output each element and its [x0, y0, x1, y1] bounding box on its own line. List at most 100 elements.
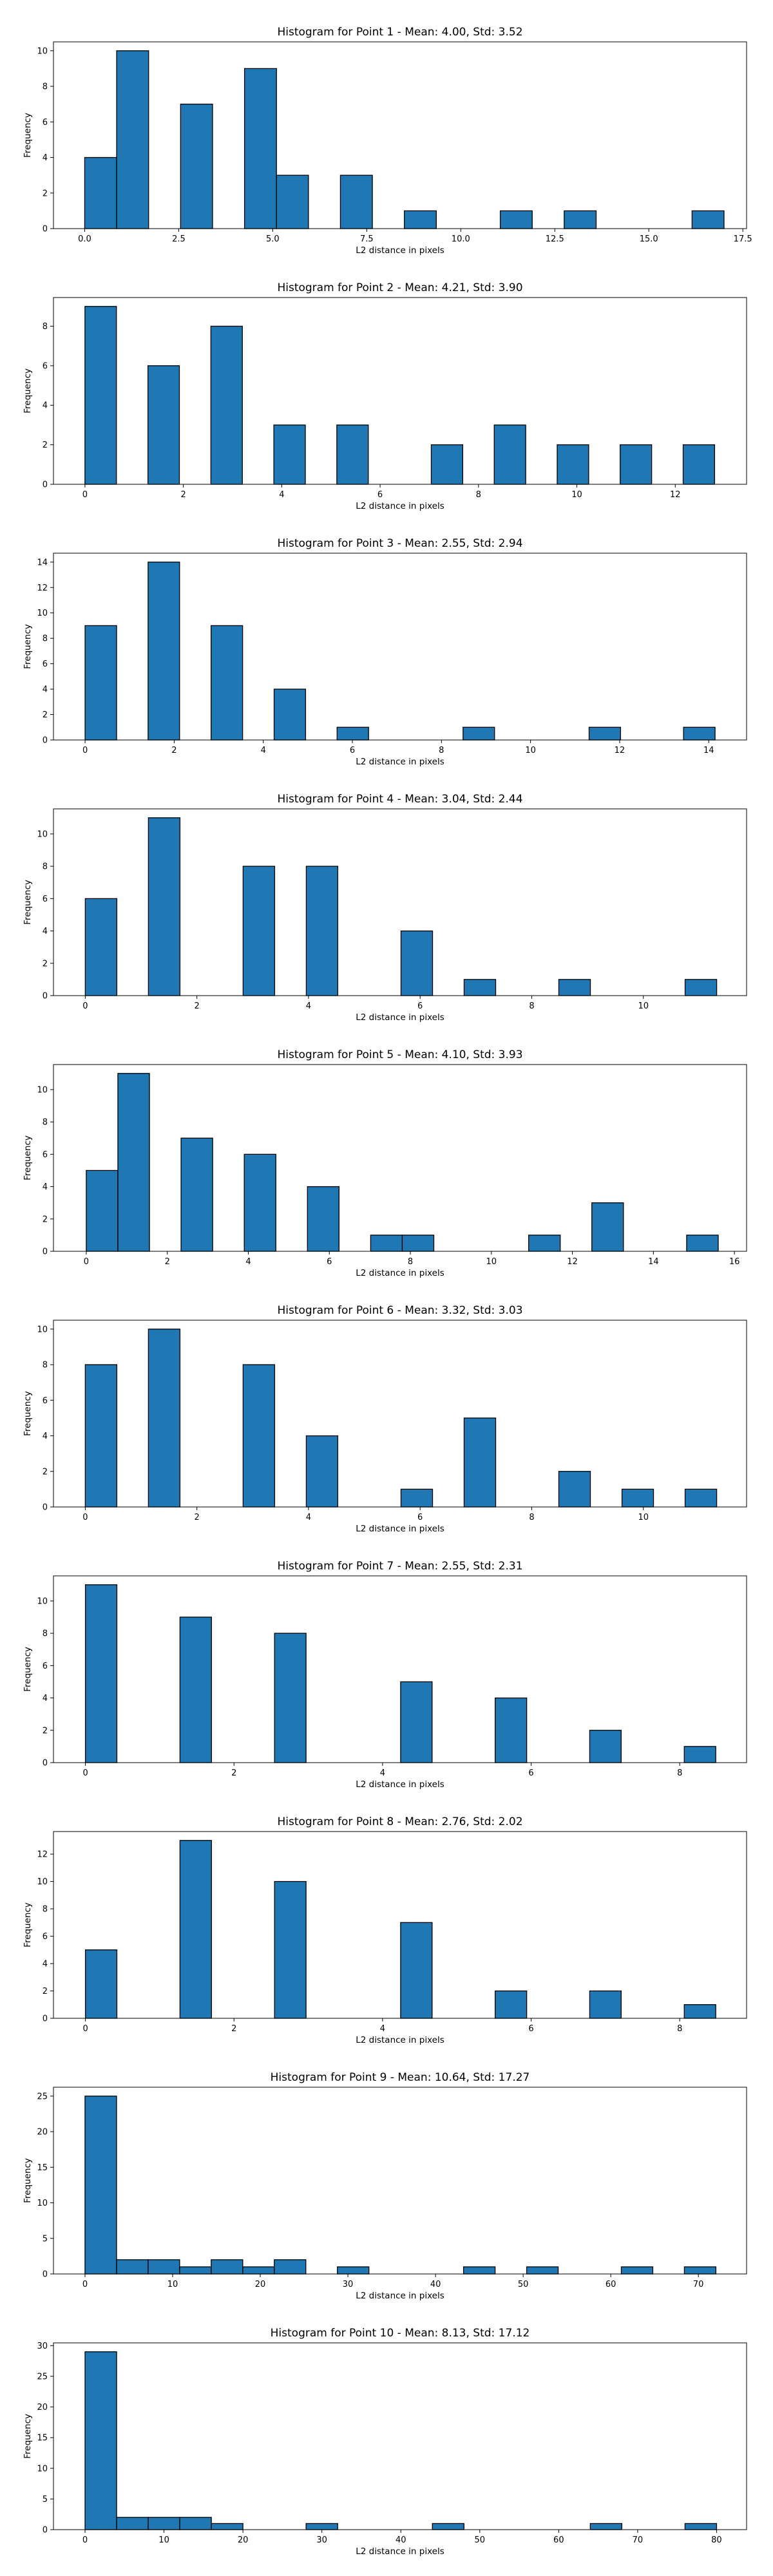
histogram-bar: [117, 1073, 150, 1252]
x-tick-label: 4: [279, 490, 284, 500]
y-tick-label: 2: [43, 1467, 48, 1477]
x-tick-label: 2: [195, 1001, 200, 1011]
histogram-bar: [116, 2517, 149, 2530]
y-tick-label: 20: [37, 2403, 48, 2412]
histogram-bar: [683, 726, 716, 741]
plot-frame: [53, 1064, 747, 1252]
histogram-bar: [432, 2523, 464, 2530]
histogram-bar: [84, 156, 117, 229]
x-tick-label: 0.0: [78, 234, 91, 244]
x-tick-label: 7.5: [360, 234, 374, 244]
histogram-bar: [401, 1235, 435, 1252]
histogram-bar: [148, 562, 180, 741]
x-tick-label: 70: [693, 2280, 704, 2289]
y-tick-label: 6: [43, 1150, 48, 1160]
plot-frame: [53, 1831, 747, 2019]
y-tick-label: 6: [43, 659, 48, 669]
x-tick-label: 40: [430, 2280, 441, 2289]
x-tick-label: 10: [638, 1001, 649, 1011]
y-axis-label: Frequency: [23, 1135, 33, 1180]
y-tick-label: 8: [43, 1361, 48, 1370]
y-axis-label: Frequency: [23, 624, 33, 669]
x-tick-label: 2: [165, 1257, 170, 1267]
histogram-bar: [339, 175, 373, 229]
x-tick-label: 6: [327, 1257, 332, 1267]
histogram-bar: [463, 2266, 496, 2275]
histogram-bar: [370, 1235, 403, 1252]
x-tick-label: 12: [670, 490, 681, 500]
x-tick-label: 40: [396, 2535, 406, 2545]
y-tick-label: 10: [37, 2464, 48, 2474]
x-tick-label: 8: [529, 1001, 534, 1011]
histogram-panel: 0 2 4 6 8 10 12 0 2 4 6 8 Histogram for Point 2 - Me…: [23, 281, 747, 511]
y-tick-label: 25: [37, 2092, 48, 2101]
y-tick-label: 10: [37, 1325, 48, 1334]
x-tick-label: 8: [677, 1768, 682, 1778]
histogram-bar: [400, 1681, 433, 1763]
y-axis-label: Frequency: [23, 1902, 33, 1947]
x-tick-label: 10.0: [452, 234, 470, 244]
y-tick-label: 8: [43, 1629, 48, 1639]
histogram-bar: [683, 1746, 716, 1763]
y-tick-label: 0: [43, 2526, 48, 2535]
chart-title: Histogram for Point 3 - Mean: 2.55, Std:…: [277, 537, 522, 550]
x-axis-label: L2 distance in pixels: [356, 2035, 444, 2045]
x-tick-label: 50: [475, 2535, 486, 2545]
x-tick-label: 4: [306, 1001, 311, 1011]
histogram-bar: [557, 444, 589, 485]
chart-title: Histogram for Point 4 - Mean: 3.04, Std:…: [277, 793, 522, 806]
histogram-bar: [179, 1616, 212, 1763]
histogram-panel: 0 10 20 30 40 50 60 70 80 0 5 10 15 20 25 30 Histogram f…: [23, 2327, 747, 2557]
x-tick-label: 80: [711, 2535, 722, 2545]
y-tick-label: 4: [43, 685, 48, 695]
y-tick-label: 6: [43, 361, 48, 371]
x-tick-label: 12.5: [546, 234, 564, 244]
histogram-bar: [591, 1202, 624, 1252]
histogram-bar: [463, 979, 497, 996]
x-tick-label: 4: [306, 1513, 311, 1522]
x-tick-label: 8: [677, 2024, 682, 2034]
y-tick-label: 0: [43, 1247, 48, 1257]
y-tick-label: 10: [37, 2199, 48, 2208]
histogram-bar: [84, 306, 117, 485]
x-axis-label: L2 distance in pixels: [356, 1779, 444, 1790]
y-axis-label: Frequency: [23, 1647, 33, 1692]
x-tick-label: 14: [648, 1257, 659, 1267]
y-tick-label: 8: [43, 634, 48, 644]
histogram-bar: [430, 444, 464, 485]
y-tick-label: 10: [37, 46, 48, 56]
histogram-bar: [274, 1633, 307, 1763]
y-tick-label: 20: [37, 2128, 48, 2137]
x-tick-label: 8: [476, 490, 481, 500]
histogram-bar: [148, 817, 181, 996]
x-tick-label: 2: [195, 1513, 200, 1522]
histogram-bar: [463, 726, 495, 741]
x-tick-label: 0: [82, 1513, 88, 1522]
plot-frame: [53, 1320, 747, 1508]
y-tick-label: 6: [43, 895, 48, 904]
y-tick-label: 0: [43, 992, 48, 1001]
x-tick-label: 2: [171, 746, 177, 755]
histogram-bar: [683, 2004, 716, 2019]
y-tick-label: 0: [43, 736, 48, 746]
x-tick-label: 30: [343, 2280, 354, 2289]
x-axis-label: L2 distance in pixels: [356, 2291, 444, 2301]
x-tick-label: 5.0: [266, 234, 280, 244]
y-tick-label: 6: [43, 1932, 48, 1942]
x-tick-label: 8: [439, 746, 444, 755]
y-tick-label: 0: [43, 480, 48, 490]
histogram-panel: 0.0 2.5 5.0 7.5 10.0 12.5 15.0 17.5 0 2 4 6 8 10 Histo…: [23, 26, 752, 256]
x-tick-label: 2: [180, 490, 186, 500]
x-tick-label: 4: [261, 746, 266, 755]
plot-frame: [53, 808, 747, 996]
histogram-bar: [337, 2266, 370, 2275]
x-tick-label: 2: [231, 2024, 236, 2034]
histogram-bar: [116, 50, 149, 229]
histogram-panel: 0 2 4 6 8 0 2 4 6 8 10 12 Histogram for Point 8 - Me…: [23, 1815, 747, 2045]
x-tick-label: 15.0: [640, 234, 658, 244]
histogram-bar: [84, 2351, 117, 2530]
x-tick-label: 2.5: [172, 234, 186, 244]
histogram-bar: [463, 1417, 497, 1508]
x-tick-label: 0: [82, 1768, 88, 1778]
